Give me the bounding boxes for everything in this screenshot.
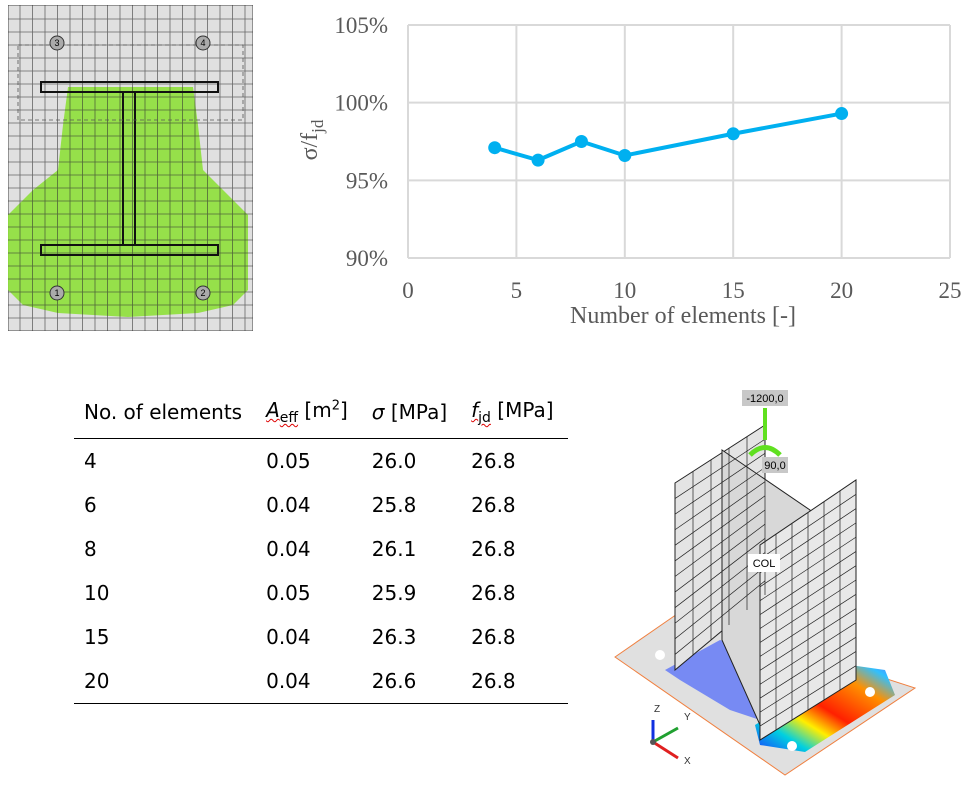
table-cell: 0.04 [266, 624, 311, 649]
x-tick-label: 10 [613, 278, 636, 303]
table-cell: 0.04 [266, 492, 311, 517]
table-cell: 26.8 [471, 536, 516, 561]
member-label: COL [753, 558, 776, 570]
table-cell: 26.8 [471, 580, 516, 605]
table-row: 20 0.04 26.6 26.8 [74, 659, 568, 704]
base-plate-mesh-figure: 1 2 3 4 [8, 5, 253, 331]
anchor-hole [655, 650, 665, 660]
table-cell: 25.8 [371, 492, 417, 517]
table-cell: 4 [84, 448, 97, 473]
table-row: 6 0.04 25.8 26.8 [74, 483, 568, 527]
data-point [488, 141, 502, 155]
svg-text:1: 1 [54, 288, 59, 298]
x-tick-label: 0 [402, 278, 414, 303]
svg-text:Z: Z [654, 704, 660, 715]
svg-text:X: X [684, 756, 691, 767]
x-axis-label: Number of elements [-] [570, 303, 796, 329]
i-section-outline [40, 81, 219, 256]
table-row: 10 0.05 25.9 26.8 [74, 571, 568, 615]
table-cell: 26.8 [471, 492, 516, 517]
table-cell: 25.9 [371, 580, 417, 605]
table-cell: 0.04 [256, 659, 362, 704]
table-cell: 26.8 [461, 659, 568, 704]
member-label-box [748, 554, 780, 572]
y-axis-label: σ/fjd [297, 119, 327, 160]
axis-triad-icon: Z Y X [650, 704, 691, 767]
data-point [618, 148, 632, 162]
svg-text:3: 3 [54, 38, 59, 48]
stress-ratio-chart: 90% 95% 100% 105% 0 5 10 15 20 25 Number of elem… [297, 13, 962, 329]
header-sigma: σ [MPa] [361, 390, 462, 439]
y-tick-label: 105% [334, 13, 388, 38]
anchor-hole [865, 687, 875, 697]
anchor-hole [787, 741, 797, 751]
support-markers: 1 2 3 4 [49, 35, 211, 301]
svg-text:4: 4 [200, 38, 205, 48]
data-point [531, 153, 545, 167]
header-fjd: fjd [MPa] [461, 390, 568, 439]
table-cell: 6 [84, 492, 97, 517]
table-cell: 8 [84, 536, 97, 561]
table-cell: 15 [84, 624, 110, 649]
x-tick-label: 25 [939, 278, 962, 303]
y-tick-label: 95% [346, 168, 388, 193]
table-row: 8 0.04 26.1 26.8 [74, 527, 568, 571]
table-cell: 26.8 [471, 624, 516, 649]
table-header-row: No. of elements Aeff [m2] σ [MPa] fjd [M… [74, 390, 568, 439]
y-tick-labels: 90% 95% 100% 105% [334, 13, 388, 271]
table-cell: 0.05 [266, 580, 311, 605]
moment-label-box [762, 457, 788, 473]
moment-label: 90,0 [764, 460, 785, 472]
results-table: No. of elements Aeff [m2] σ [MPa] fjd [M… [74, 390, 568, 704]
y-tick-label: 90% [346, 246, 388, 271]
table-cell: 0.05 [266, 448, 311, 473]
compression-zone [8, 87, 248, 317]
force-label-box [742, 390, 788, 406]
x-tick-label: 20 [830, 278, 853, 303]
series-line [494, 111, 842, 163]
table-row: 15 0.04 26.3 26.8 [74, 615, 568, 659]
x-tick-labels: 0 5 10 15 20 25 [402, 278, 961, 303]
table-cell: 26.1 [371, 536, 417, 561]
moment-arrow-icon [748, 445, 782, 457]
data-point [726, 127, 740, 141]
table-cell: 20 [74, 659, 257, 704]
table-cell: 26.8 [471, 448, 516, 473]
chart-grid [407, 24, 951, 259]
x-tick-label: 15 [722, 278, 745, 303]
table-cell: 26.3 [371, 624, 417, 649]
svg-text:2: 2 [200, 288, 205, 298]
stress-contour [755, 665, 895, 752]
table-cell: 10 [84, 580, 110, 605]
y-tick-label: 100% [334, 91, 388, 116]
table-cell: 26.0 [371, 448, 417, 473]
header-aeff: Aeff [m2] [256, 390, 362, 439]
table-row: 4 0.05 26.0 26.8 [74, 439, 568, 484]
table-cell: 26.6 [361, 659, 462, 704]
mesh-grid [8, 5, 253, 331]
table-cell: 0.04 [266, 536, 311, 561]
x-tick-label: 5 [511, 278, 523, 303]
header-no-elements: No. of elements [74, 390, 257, 439]
data-point [574, 135, 588, 148]
data-point [835, 107, 849, 121]
series-points [488, 107, 849, 167]
svg-text:Y: Y [684, 712, 691, 723]
force-label: -1200,0 [746, 393, 783, 405]
fem-3d-view: -1200,0 90,0 COL Z Y X [614, 390, 917, 776]
